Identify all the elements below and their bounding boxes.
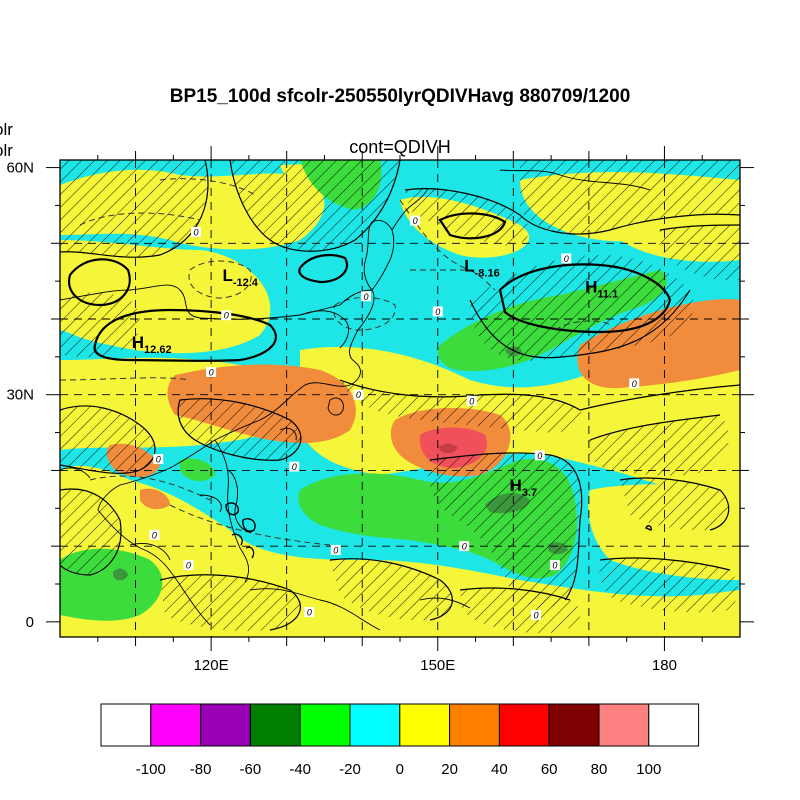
- zero-label-9: 0: [632, 379, 637, 389]
- pressure-value-2: 11.1: [597, 289, 618, 301]
- colorbar-box-7: [449, 703, 500, 747]
- zero-label-bg-18: [304, 607, 315, 618]
- dark-red-core: [438, 443, 458, 454]
- zero-label-8: 0: [469, 396, 474, 406]
- x-tick-label-1: 150E: [420, 657, 455, 674]
- zero-label-17: 0: [552, 561, 557, 571]
- islands: [225, 502, 652, 559]
- pressure-value-4: 3.7: [522, 487, 537, 499]
- colorbar-label-6: 20: [441, 761, 458, 778]
- zero-label-bg-7: [353, 389, 364, 400]
- chart-subtitle: cont=QDIVH: [349, 137, 451, 157]
- zero-label-14: 0: [152, 530, 157, 540]
- zero-label-bg-2: [221, 310, 232, 321]
- zero-label-bg-0: [191, 226, 201, 237]
- zero-label-bg-5: [561, 253, 572, 264]
- colorbar-box-0: [100, 703, 152, 747]
- x-tick-label-2: 180: [652, 657, 677, 674]
- zero-label-4: 0: [435, 307, 440, 317]
- left-label-bottom: olr: [0, 141, 13, 160]
- y-tick-label-1: 30N: [6, 387, 34, 404]
- colorbar-label-2: -60: [240, 761, 262, 778]
- zero-label-bg-3: [410, 215, 421, 226]
- colorbar-box-10: [598, 703, 650, 747]
- zero-label-bg-9: [629, 378, 640, 389]
- zero-label-bg-15: [183, 560, 194, 571]
- colorbar-label-1: -80: [190, 761, 212, 778]
- zero-label-7: 0: [356, 390, 361, 400]
- colorbar-box-8: [498, 703, 550, 747]
- zero-label-bg-12: [534, 450, 545, 461]
- zero-label-15: 0: [186, 561, 191, 571]
- colorbar-label-5: 0: [396, 761, 404, 778]
- axis-ticks: 120E 150E 180 0 30N 60N: [6, 146, 754, 674]
- left-label-top: olr: [0, 120, 13, 139]
- zero-label-bg-13: [330, 544, 341, 555]
- zero-label-5: 0: [564, 254, 569, 264]
- colorbar-box-11: [648, 703, 700, 747]
- chart-title: BP15_100d sfcolr-250550lyrQDIVHavg 88070…: [169, 86, 631, 107]
- zero-label-16: 0: [462, 542, 467, 552]
- zero-label-0: 0: [193, 227, 198, 237]
- colorbar-label-4: -20: [339, 761, 361, 778]
- zero-label-bg-1: [361, 291, 371, 302]
- dashed-contours: [60, 178, 611, 546]
- colorbar-label-0: -100: [136, 761, 166, 778]
- pressure-value-1: -8.16: [475, 267, 500, 279]
- grid-lines: [60, 160, 740, 637]
- pressure-value-0: -12.4: [233, 277, 259, 289]
- heatmap-field: [60, 160, 740, 637]
- colorbar-box-6: [399, 703, 451, 747]
- zero-label-bg-10: [289, 461, 300, 472]
- zero-label-bg-16: [459, 541, 470, 552]
- zero-label-12: 0: [537, 451, 542, 461]
- solid-contours: [60, 160, 740, 631]
- zero-label-1: 0: [363, 292, 368, 302]
- zero-label-13: 0: [333, 545, 338, 555]
- zero-label-18: 0: [307, 608, 312, 618]
- zero-label-2: 0: [224, 311, 229, 321]
- colorbar-label-7: 40: [491, 761, 508, 778]
- zero-label-11: 0: [156, 455, 161, 465]
- colorbar-box-3: [249, 703, 301, 747]
- colorbar-label-10: 100: [636, 761, 661, 778]
- colorbar-label-3: -40: [289, 761, 311, 778]
- colorbar-label-9: 80: [591, 761, 608, 778]
- colorbar-box-5: [349, 703, 401, 747]
- pressure-value-3: 12.62: [144, 344, 172, 356]
- colorbar-box-2: [200, 703, 251, 747]
- zero-label-3: 0: [413, 216, 418, 226]
- zero-label-bg-19: [531, 610, 541, 621]
- zero-label-bg-11: [153, 454, 164, 465]
- colorbar: -100 -80 -60 -40 -20 0 20 40 60 80 100: [100, 703, 700, 778]
- y-tick-label-2: 60N: [6, 160, 34, 177]
- x-tick-label-0: 120E: [194, 657, 229, 674]
- zero-label-bg-17: [549, 560, 560, 571]
- colorbar-box-9: [548, 703, 600, 747]
- zero-label-bg-8: [466, 395, 477, 406]
- colorbar-box-4: [299, 703, 351, 747]
- zero-label-bg-14: [149, 529, 160, 540]
- zero-label-6: 0: [209, 368, 214, 378]
- zero-label-bg-6: [206, 367, 217, 377]
- zero-label-bg-4: [432, 306, 443, 317]
- colorbar-box-1: [150, 703, 202, 747]
- zero-label-19: 0: [533, 611, 538, 621]
- colorbar-label-8: 60: [541, 761, 558, 778]
- zero-label-10: 0: [292, 462, 297, 472]
- y-tick-label-0: 0: [26, 614, 34, 631]
